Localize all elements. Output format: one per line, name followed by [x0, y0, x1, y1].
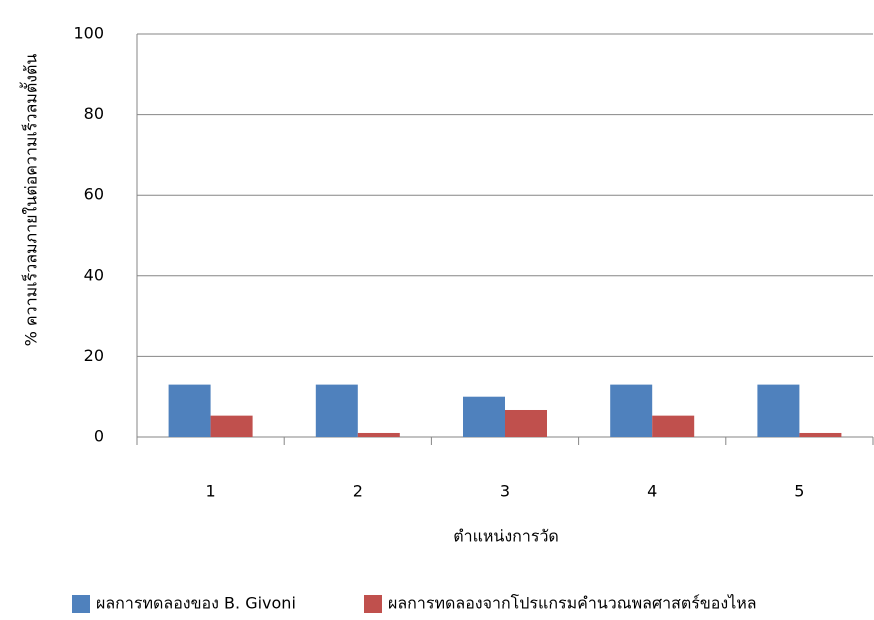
- bar: [168, 384, 211, 437]
- y-tick-label: 20: [84, 346, 104, 365]
- bar: [210, 415, 253, 437]
- bar: [463, 396, 505, 437]
- legend-swatch: [72, 595, 90, 613]
- y-axis-label: % ความเร็วลมภายในต่อความเร็วลมตั้งต้น: [20, 54, 41, 347]
- x-tick-label: 5: [794, 482, 804, 501]
- bar: [610, 384, 653, 437]
- bar: [315, 384, 358, 437]
- y-tick-label: 60: [84, 185, 104, 204]
- x-tick-label: 2: [353, 482, 363, 501]
- legend-swatch: [364, 595, 382, 613]
- legend-label: ผลการทดลองของ B. Givoni: [96, 594, 296, 613]
- x-tick-label: 1: [206, 482, 216, 501]
- bar: [757, 384, 800, 437]
- y-tick-label: 100: [73, 24, 104, 43]
- y-tick-label: 80: [84, 104, 104, 123]
- bar: [799, 432, 842, 437]
- bar: [652, 415, 695, 437]
- x-axis-label: ตำแหน่งการวัด: [453, 527, 559, 546]
- bar: [505, 409, 547, 437]
- x-tick-label: 3: [500, 482, 510, 501]
- y-tick-label: 40: [84, 265, 104, 284]
- y-tick-label: 0: [94, 427, 104, 446]
- x-tick-label: 4: [647, 482, 657, 501]
- bar: [357, 432, 400, 437]
- legend-label: ผลการทดลองจากโปรแกรมคำนวณพลศาสตร์ของไหล: [388, 594, 757, 613]
